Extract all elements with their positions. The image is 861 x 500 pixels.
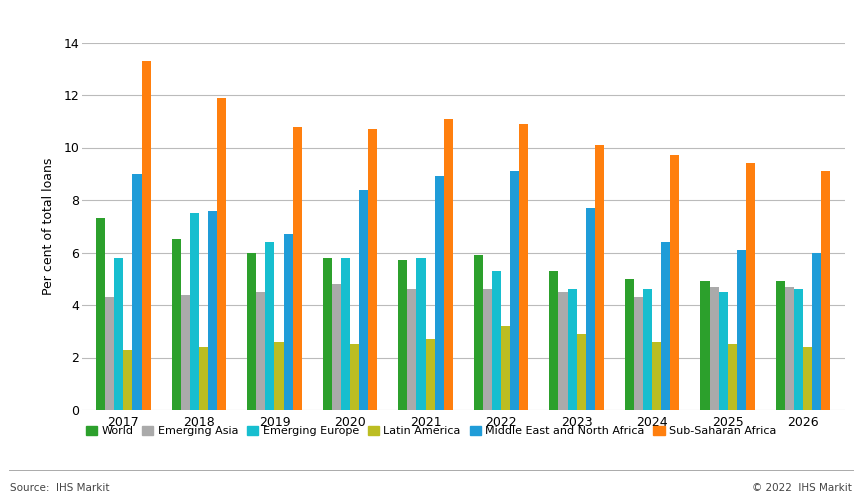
- Bar: [398, 260, 407, 410]
- Bar: [416, 258, 425, 410]
- Bar: [634, 297, 642, 410]
- Bar: [115, 258, 123, 410]
- Bar: [331, 284, 341, 410]
- Bar: [660, 242, 670, 410]
- Bar: [709, 286, 718, 410]
- Bar: [256, 292, 265, 410]
- Bar: [736, 250, 745, 410]
- Bar: [811, 252, 821, 410]
- Bar: [368, 129, 377, 410]
- Bar: [474, 255, 482, 410]
- Bar: [105, 297, 115, 410]
- Bar: [745, 163, 754, 410]
- Bar: [775, 282, 784, 410]
- Bar: [171, 240, 181, 410]
- Y-axis label: Per cent of total loans: Per cent of total loans: [42, 158, 55, 295]
- Bar: [500, 326, 510, 410]
- Bar: [585, 208, 594, 410]
- Bar: [434, 176, 443, 410]
- Bar: [217, 98, 226, 410]
- Bar: [670, 156, 678, 410]
- Bar: [96, 218, 105, 410]
- Bar: [407, 289, 416, 410]
- Bar: [274, 342, 283, 410]
- Bar: [208, 210, 217, 410]
- Bar: [793, 289, 802, 410]
- Bar: [652, 342, 660, 410]
- Text: © 2022  IHS Markit: © 2022 IHS Markit: [751, 483, 851, 493]
- Bar: [283, 234, 292, 410]
- Bar: [548, 271, 558, 410]
- Bar: [727, 344, 736, 410]
- Bar: [443, 118, 452, 410]
- Bar: [123, 350, 133, 410]
- Bar: [784, 286, 793, 410]
- Bar: [350, 344, 359, 410]
- Bar: [247, 252, 256, 410]
- Bar: [425, 339, 434, 410]
- Bar: [821, 171, 829, 410]
- Bar: [510, 171, 518, 410]
- Text: Source:  IHS Markit: Source: IHS Markit: [10, 483, 109, 493]
- Bar: [323, 258, 331, 410]
- Bar: [359, 190, 368, 410]
- Bar: [292, 126, 301, 410]
- Bar: [189, 213, 199, 410]
- Bar: [341, 258, 350, 410]
- Bar: [642, 289, 652, 410]
- Bar: [567, 289, 576, 410]
- Bar: [718, 292, 727, 410]
- Bar: [492, 271, 500, 410]
- Bar: [482, 289, 492, 410]
- Bar: [558, 292, 567, 410]
- Bar: [518, 124, 528, 410]
- Bar: [576, 334, 585, 410]
- Bar: [594, 145, 603, 410]
- Bar: [624, 279, 634, 410]
- Bar: [700, 282, 709, 410]
- Bar: [802, 347, 811, 410]
- Bar: [133, 174, 141, 410]
- Legend: World, Emerging Asia, Emerging Europe, Latin America, Middle East and North Afri: World, Emerging Asia, Emerging Europe, L…: [85, 426, 776, 436]
- Bar: [199, 347, 208, 410]
- Bar: [181, 294, 189, 410]
- Text: NPL comparison by region: NPL comparison by region: [9, 14, 254, 32]
- Bar: [265, 242, 274, 410]
- Bar: [141, 61, 151, 410]
